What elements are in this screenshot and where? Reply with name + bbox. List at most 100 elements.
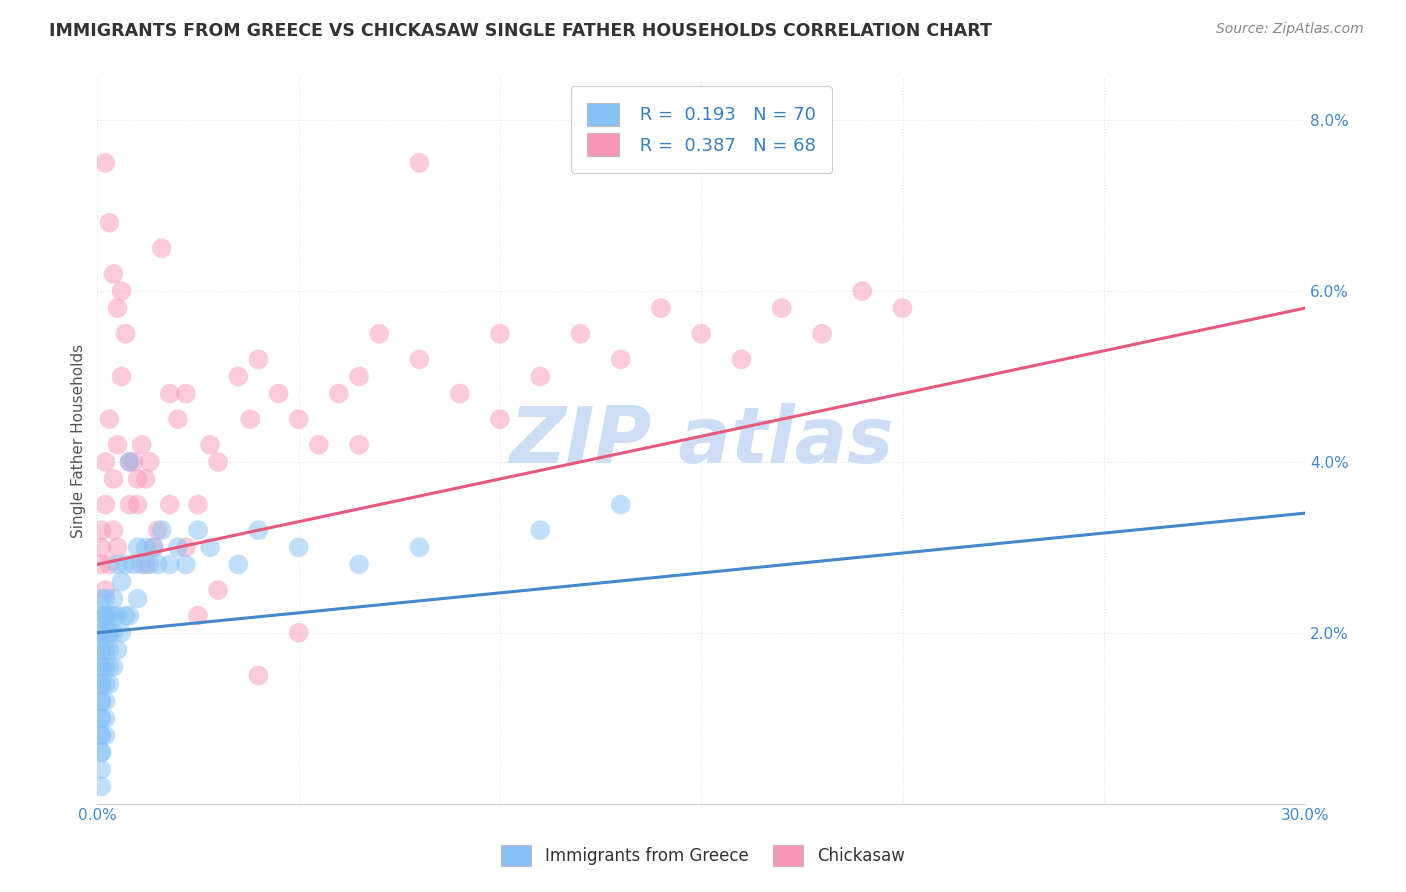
- Point: [110, 369, 132, 384]
- Text: ZIP atlas: ZIP atlas: [509, 402, 893, 478]
- Point: [94, 608, 117, 623]
- Text: IMMIGRANTS FROM GREECE VS CHICKASAW SINGLE FATHER HOUSEHOLDS CORRELATION CHART: IMMIGRANTS FROM GREECE VS CHICKASAW SING…: [49, 22, 993, 40]
- Point: [408, 352, 430, 367]
- Point: [90, 694, 112, 708]
- Point: [226, 558, 249, 572]
- Point: [103, 625, 125, 640]
- Point: [267, 386, 290, 401]
- Point: [347, 558, 370, 572]
- Point: [98, 625, 121, 640]
- Point: [98, 660, 121, 674]
- Point: [107, 301, 129, 315]
- Point: [135, 558, 157, 572]
- Point: [90, 677, 112, 691]
- Point: [98, 216, 121, 230]
- Point: [94, 455, 117, 469]
- Point: [328, 386, 350, 401]
- Point: [138, 455, 160, 469]
- Point: [408, 541, 430, 555]
- Point: [150, 241, 173, 255]
- Point: [187, 498, 209, 512]
- Point: [135, 472, 157, 486]
- Point: [94, 694, 117, 708]
- Point: [98, 608, 121, 623]
- Point: [90, 677, 112, 691]
- Point: [94, 498, 117, 512]
- Point: [287, 541, 309, 555]
- Point: [94, 625, 117, 640]
- Point: [90, 625, 112, 640]
- Point: [167, 541, 190, 555]
- Point: [90, 780, 112, 794]
- Point: [90, 660, 112, 674]
- Point: [122, 455, 145, 469]
- Point: [150, 523, 173, 537]
- Point: [135, 541, 157, 555]
- Point: [650, 301, 672, 315]
- Point: [142, 541, 165, 555]
- Point: [891, 301, 914, 315]
- Point: [90, 591, 112, 606]
- Point: [287, 625, 309, 640]
- Point: [287, 412, 309, 426]
- Point: [131, 558, 153, 572]
- Legend: Immigrants from Greece, Chickasaw: Immigrants from Greece, Chickasaw: [494, 837, 912, 875]
- Point: [110, 574, 132, 589]
- Point: [110, 284, 132, 298]
- Point: [107, 643, 129, 657]
- Point: [118, 455, 141, 469]
- Point: [569, 326, 592, 341]
- Point: [127, 498, 149, 512]
- Point: [146, 558, 169, 572]
- Point: [347, 369, 370, 384]
- Point: [114, 608, 136, 623]
- Y-axis label: Single Father Households: Single Father Households: [72, 343, 86, 538]
- Point: [94, 591, 117, 606]
- Point: [98, 677, 121, 691]
- Point: [247, 668, 270, 682]
- Point: [90, 711, 112, 725]
- Point: [247, 352, 270, 367]
- Point: [94, 728, 117, 742]
- Point: [347, 438, 370, 452]
- Point: [368, 326, 391, 341]
- Point: [103, 523, 125, 537]
- Point: [94, 608, 117, 623]
- Point: [138, 558, 160, 572]
- Point: [94, 643, 117, 657]
- Point: [489, 412, 512, 426]
- Point: [167, 412, 190, 426]
- Point: [308, 438, 330, 452]
- Point: [90, 728, 112, 742]
- Point: [811, 326, 834, 341]
- Point: [103, 472, 125, 486]
- Point: [187, 608, 209, 623]
- Point: [159, 498, 181, 512]
- Point: [529, 523, 551, 537]
- Point: [94, 582, 117, 597]
- Point: [114, 558, 136, 572]
- Point: [146, 523, 169, 537]
- Point: [159, 386, 181, 401]
- Point: [770, 301, 793, 315]
- Point: [207, 455, 229, 469]
- Point: [90, 523, 112, 537]
- Point: [127, 541, 149, 555]
- Point: [110, 625, 132, 640]
- Point: [118, 608, 141, 623]
- Point: [90, 745, 112, 759]
- Point: [94, 711, 117, 725]
- Point: [174, 386, 197, 401]
- Point: [449, 386, 471, 401]
- Point: [118, 455, 141, 469]
- Point: [98, 643, 121, 657]
- Point: [690, 326, 713, 341]
- Point: [609, 498, 631, 512]
- Point: [226, 369, 249, 384]
- Point: [90, 694, 112, 708]
- Point: [207, 582, 229, 597]
- Point: [103, 591, 125, 606]
- Point: [90, 728, 112, 742]
- Point: [609, 352, 631, 367]
- Legend:  R =  0.193   N = 70,  R =  0.387   N = 68: R = 0.193 N = 70, R = 0.387 N = 68: [571, 87, 832, 172]
